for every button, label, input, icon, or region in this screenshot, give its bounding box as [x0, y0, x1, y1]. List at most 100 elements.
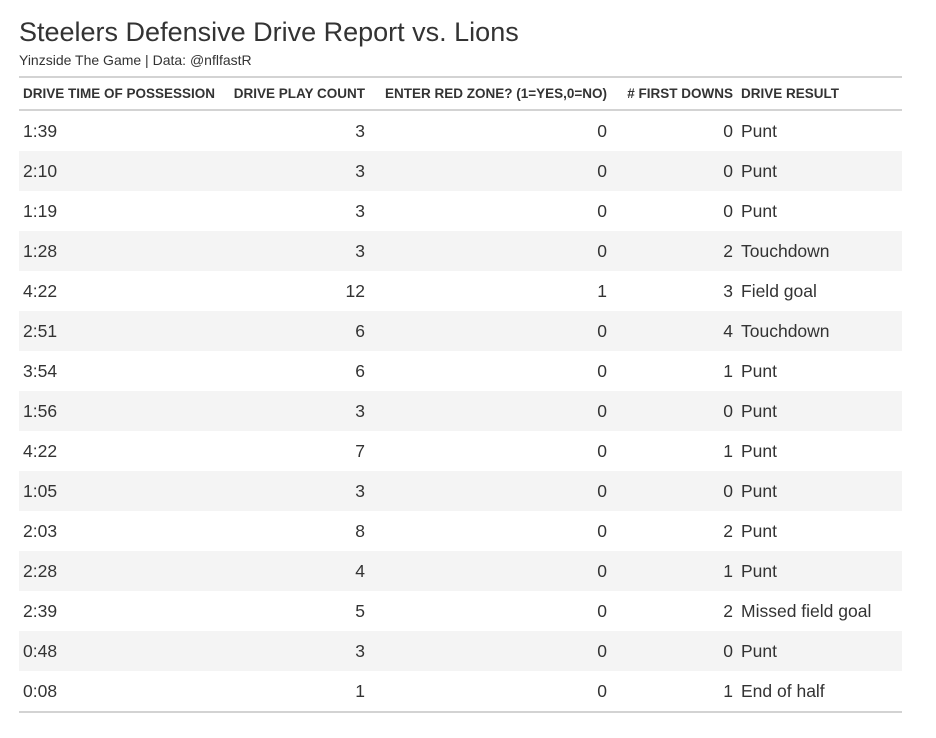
- first-downs-cell: 0: [723, 120, 733, 141]
- drive-result-cell: Punt: [741, 200, 777, 221]
- red-zone-cell: 0: [369, 311, 611, 351]
- time-of-possession-cell: 1:19: [23, 200, 58, 221]
- red-zone-cell: 0: [369, 631, 611, 671]
- red-zone-cell: 0: [597, 120, 607, 141]
- table-row: 4:22 12 1 3 Field goal: [19, 271, 902, 311]
- first-downs-cell: 0: [611, 391, 737, 431]
- red-zone-cell: 0: [597, 680, 607, 701]
- table-row: 3:54 6 0 1 Punt: [19, 351, 902, 391]
- table-body: 1:39 3 0 0 Punt 2:10 3 0 0 Punt 1:19 3 0 0 Punt 1:28 3 0 2…: [19, 110, 902, 712]
- table-row: 2:03 8 0 2 Punt: [19, 511, 902, 551]
- first-downs-cell: 3: [723, 280, 733, 301]
- first-downs-cell: 2: [723, 600, 733, 621]
- first-downs-cell: 2: [611, 231, 737, 271]
- time-of-possession-cell: 1:28: [19, 231, 224, 271]
- play-count-cell: 5: [355, 600, 365, 621]
- drive-table: DRIVE TIME OF POSSESSION DRIVE PLAY COUN…: [19, 76, 902, 713]
- table-row: 0:08 1 0 1 End of half: [19, 671, 902, 712]
- first-downs-cell: 2: [723, 520, 733, 541]
- time-of-possession-cell: 2:39: [23, 600, 58, 621]
- table-row: 2:10 3 0 0 Punt: [19, 151, 902, 191]
- drive-result-cell: Punt: [737, 151, 902, 191]
- play-count-cell: 3: [355, 120, 365, 141]
- play-count-cell: 3: [224, 471, 369, 511]
- red-zone-cell: 0: [597, 200, 607, 221]
- red-zone-cell: 0: [597, 520, 607, 541]
- drive-result-cell: Punt: [741, 440, 777, 461]
- play-count-cell: 6: [355, 360, 365, 381]
- first-downs-cell: 1: [723, 440, 733, 461]
- time-of-possession-cell: 2:28: [19, 551, 224, 591]
- drive-result-cell: Touchdown: [737, 311, 902, 351]
- first-downs-cell: 1: [611, 551, 737, 591]
- first-downs-cell: 0: [611, 631, 737, 671]
- red-zone-cell: 0: [369, 231, 611, 271]
- time-of-possession-cell: 2:03: [23, 520, 58, 541]
- time-of-possession-cell: 1:56: [19, 391, 224, 431]
- table-row: 2:51 6 0 4 Touchdown: [19, 311, 902, 351]
- time-of-possession-cell: 4:22: [23, 440, 58, 461]
- drive-result-cell: Field goal: [741, 280, 817, 301]
- drive-result-cell: Punt: [741, 120, 777, 141]
- table-header: DRIVE TIME OF POSSESSION DRIVE PLAY COUN…: [19, 77, 902, 110]
- red-zone-cell: 1: [597, 280, 607, 301]
- table-row: 0:48 3 0 0 Punt: [19, 631, 902, 671]
- red-zone-cell: 0: [597, 600, 607, 621]
- play-count-cell: 4: [224, 551, 369, 591]
- table-row: 1:56 3 0 0 Punt: [19, 391, 902, 431]
- table-row: 1:28 3 0 2 Touchdown: [19, 231, 902, 271]
- drive-result-cell: Punt: [737, 471, 902, 511]
- first-downs-cell: 4: [611, 311, 737, 351]
- time-of-possession-cell: 1:39: [23, 120, 58, 141]
- drive-result-cell: Punt: [741, 360, 777, 381]
- first-downs-cell: 1: [723, 680, 733, 701]
- play-count-cell: 12: [345, 280, 365, 301]
- drive-result-cell: Punt: [737, 551, 902, 591]
- red-zone-cell: 0: [597, 360, 607, 381]
- time-of-possession-cell: 3:54: [23, 360, 58, 381]
- play-count-cell: 6: [224, 311, 369, 351]
- time-of-possession-cell: 1:05: [19, 471, 224, 511]
- red-zone-cell: 0: [369, 151, 611, 191]
- time-of-possession-cell: 2:51: [19, 311, 224, 351]
- first-downs-cell: 0: [723, 200, 733, 221]
- play-count-cell: 3: [224, 631, 369, 671]
- red-zone-cell: 0: [369, 391, 611, 431]
- first-downs-cell: 0: [611, 471, 737, 511]
- play-count-cell: 8: [355, 520, 365, 541]
- report-title: Steelers Defensive Drive Report vs. Lion…: [19, 17, 519, 47]
- time-of-possession-cell: 4:22: [23, 280, 58, 301]
- column-header-play-count: DRIVE PLAY COUNT: [233, 86, 365, 101]
- table-row: 1:19 3 0 0 Punt: [19, 191, 902, 231]
- play-count-cell: 3: [224, 391, 369, 431]
- drive-result-cell: End of half: [741, 680, 825, 701]
- column-header-time-of-possession: DRIVE TIME OF POSSESSION: [23, 86, 216, 101]
- play-count-cell: 3: [355, 200, 365, 221]
- table-row: 1:05 3 0 0 Punt: [19, 471, 902, 511]
- play-count-cell: 3: [224, 231, 369, 271]
- drive-result-cell: Touchdown: [737, 231, 902, 271]
- drive-report: Steelers Defensive Drive Report vs. Lion…: [19, 0, 902, 713]
- drive-result-cell: Punt: [737, 391, 902, 431]
- time-of-possession-cell: 0:48: [19, 631, 224, 671]
- table-row: 2:39 5 0 2 Missed field goal: [19, 591, 902, 631]
- play-count-cell: 7: [355, 440, 365, 461]
- time-of-possession-cell: 0:08: [23, 680, 58, 701]
- report-subtitle: Yinzside The Game | Data: @nflfastR: [19, 52, 252, 68]
- play-count-cell: 3: [224, 151, 369, 191]
- header-row: DRIVE TIME OF POSSESSION DRIVE PLAY COUN…: [19, 77, 902, 110]
- drive-result-cell: Punt: [737, 631, 902, 671]
- red-zone-cell: 0: [597, 440, 607, 461]
- first-downs-cell: 1: [723, 360, 733, 381]
- table-row: 4:22 7 0 1 Punt: [19, 431, 902, 471]
- first-downs-cell: 0: [611, 151, 737, 191]
- table-row: 2:28 4 0 1 Punt: [19, 551, 902, 591]
- play-count-cell: 1: [355, 680, 365, 701]
- drive-result-cell: Missed field goal: [741, 600, 872, 621]
- red-zone-cell: 0: [369, 471, 611, 511]
- drive-result-cell: Punt: [741, 520, 777, 541]
- column-header-drive-result: DRIVE RESULT: [741, 86, 840, 101]
- red-zone-cell: 0: [369, 551, 611, 591]
- time-of-possession-cell: 2:10: [19, 151, 224, 191]
- column-header-red-zone: ENTER RED ZONE? (1=YES,0=NO): [384, 86, 607, 101]
